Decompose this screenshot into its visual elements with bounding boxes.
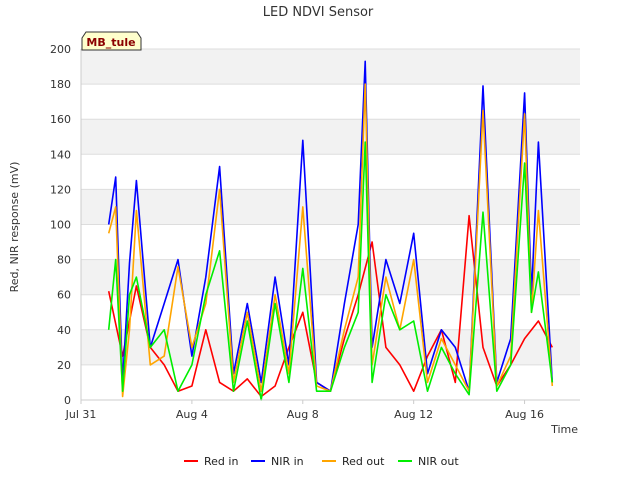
- grid-band: [81, 189, 580, 225]
- y-axis-label: Red, NIR response (mV): [8, 162, 21, 293]
- y-tick-label: 40: [57, 324, 71, 337]
- legend-label: Red in: [204, 455, 238, 468]
- legend-item: Red in: [184, 455, 238, 468]
- y-tick-label: 20: [57, 359, 71, 372]
- y-tick-label: 100: [50, 219, 71, 232]
- legend-label: NIR out: [418, 455, 459, 468]
- x-tick-label: Jul 31: [65, 408, 97, 421]
- site-badge: MB_tule: [81, 31, 142, 51]
- y-tick-label: 60: [57, 289, 71, 302]
- series-lines: [107, 60, 554, 401]
- x-tick-label: Aug 16: [505, 408, 544, 421]
- y-tick-label: 200: [50, 43, 71, 56]
- y-tick-label: 0: [64, 394, 71, 407]
- grid-band: [81, 329, 580, 365]
- y-tick-label: 160: [50, 113, 71, 126]
- x-tick-label: Aug 12: [394, 408, 433, 421]
- site-badge-shape: [81, 31, 142, 51]
- y-tick-label: 120: [50, 183, 71, 196]
- chart-title: LED NDVI Sensor: [263, 5, 374, 20]
- legend: Red in NIR in Red out NIR out: [184, 455, 459, 468]
- legend-item: NIR out: [398, 455, 459, 468]
- x-tick-label: Aug 8: [287, 408, 319, 421]
- grid-band: [81, 259, 580, 295]
- legend-item: Red out: [322, 455, 385, 468]
- legend-label: Red out: [342, 455, 385, 468]
- x-axis-label: Time: [550, 423, 578, 436]
- x-tick-label: Aug 4: [176, 408, 208, 421]
- series-line: [107, 141, 554, 401]
- y-tick-label: 140: [50, 148, 71, 161]
- axes: [80, 49, 580, 404]
- grid-band: [81, 49, 580, 85]
- x-tick-labels: Jul 31 Aug 4 Aug 8 Aug 12 Aug 16: [65, 408, 544, 421]
- y-tick-label: 180: [50, 78, 71, 91]
- y-tick-labels: 0 20 40 60 80 100 120 140 160 180 200: [50, 43, 71, 407]
- y-tick-label: 80: [57, 254, 71, 267]
- legend-label: NIR in: [271, 455, 304, 468]
- legend-item: NIR in: [251, 455, 304, 468]
- site-badge-label: MB_tule: [86, 36, 135, 49]
- grid-band: [81, 119, 580, 155]
